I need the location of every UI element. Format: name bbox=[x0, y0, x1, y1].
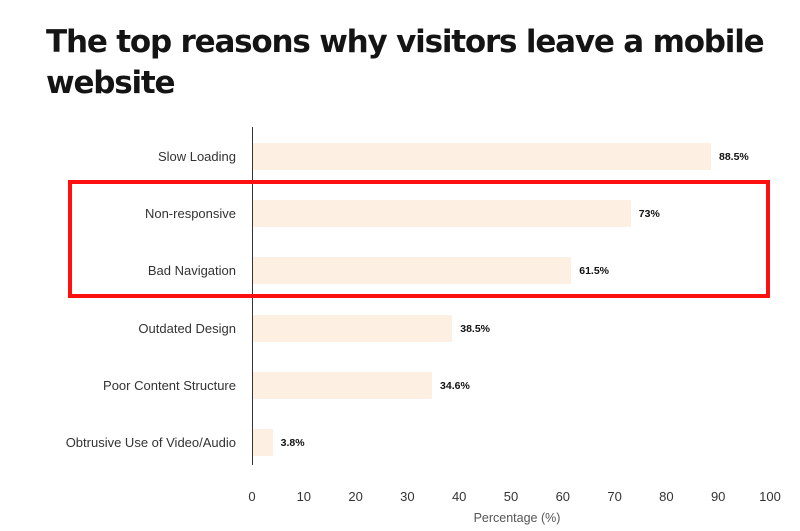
bar bbox=[253, 429, 273, 456]
x-axis-label: Percentage (%) bbox=[473, 511, 561, 525]
value-label: 88.5% bbox=[718, 151, 749, 163]
bar-row: Outdated Design 38.5% bbox=[0, 315, 800, 343]
category-label: Poor Content Structure bbox=[103, 378, 236, 393]
bar bbox=[253, 143, 711, 170]
x-tick-label: 80 bbox=[659, 489, 674, 504]
category-label: Bad Navigation bbox=[147, 263, 236, 278]
bar bbox=[253, 315, 453, 342]
bar-row: Slow Loading 88.5% bbox=[0, 143, 800, 171]
highlight-box bbox=[68, 180, 770, 298]
bar-row: Bad Navigation 61.5% bbox=[0, 257, 800, 285]
x-tick-label: 60 bbox=[555, 489, 571, 504]
category-label: Outdated Design bbox=[138, 321, 236, 336]
x-tick-label: 30 bbox=[400, 489, 415, 504]
x-tick-label: 0 bbox=[248, 489, 256, 504]
bar-row: Obtrusive Use of Video/Audio 3.8% bbox=[0, 429, 800, 457]
value-label: 73% bbox=[638, 208, 660, 220]
x-tick-label: 20 bbox=[348, 489, 363, 504]
chart-title: The top reasons why visitors leave a mob… bbox=[46, 24, 765, 101]
bar bbox=[253, 372, 433, 399]
value-label: 34.6% bbox=[440, 380, 470, 392]
category-label: Non-responsive bbox=[144, 206, 236, 221]
x-tick-label: 40 bbox=[451, 489, 467, 504]
value-label: 61.5% bbox=[579, 265, 610, 277]
bar bbox=[253, 200, 631, 227]
category-label: Obtrusive Use of Video/Audio bbox=[65, 435, 236, 450]
category-label: Slow Loading bbox=[157, 149, 236, 164]
x-tick-label: 10 bbox=[296, 489, 312, 504]
x-tick-label: 90 bbox=[710, 489, 726, 504]
bar-row: Poor Content Structure 34.6% bbox=[0, 372, 800, 400]
x-tick-label: 100 bbox=[759, 489, 781, 504]
bar bbox=[253, 257, 572, 284]
value-label: 3.8% bbox=[280, 437, 305, 449]
value-label: 38.5% bbox=[460, 323, 491, 335]
x-tick-label: 50 bbox=[503, 489, 519, 504]
bar-row: Non-responsive 73% bbox=[0, 200, 800, 228]
x-tick-label: 70 bbox=[607, 489, 622, 504]
